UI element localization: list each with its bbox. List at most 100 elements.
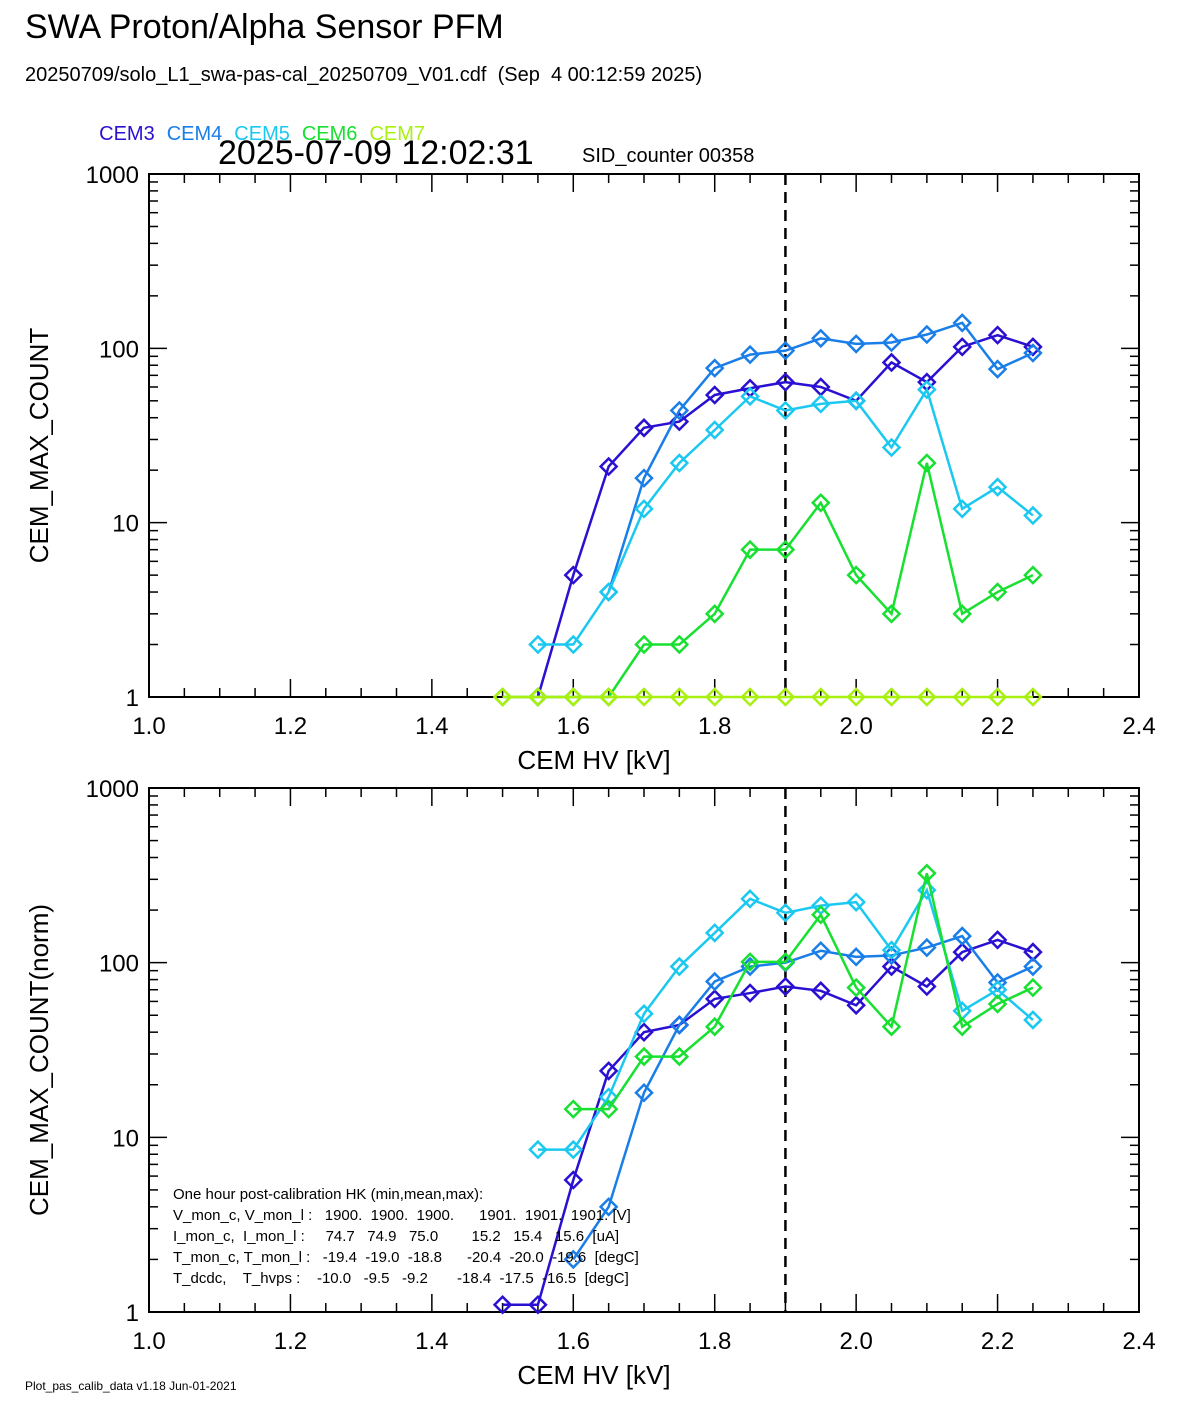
x-axis-title: CEM HV [kV]	[517, 745, 670, 775]
y-axis-title: CEM_MAX_COUNT	[24, 328, 54, 564]
data-point	[634, 687, 654, 707]
data-point	[740, 539, 760, 560]
data-point	[881, 332, 902, 353]
data-point	[634, 1046, 654, 1067]
data-point	[846, 947, 866, 967]
data-point	[987, 994, 1008, 1014]
data-point	[669, 1046, 690, 1067]
series-cem4	[563, 926, 1043, 1270]
x-axis-title: CEM HV [kV]	[517, 1360, 670, 1390]
data-point	[704, 358, 725, 378]
legend-cem6: CEM6	[301, 123, 358, 145]
legend-cem3: CEM3	[99, 123, 155, 145]
data-point	[1023, 687, 1043, 707]
y-tick-label: 100	[99, 951, 139, 978]
hk-line-3: I_mon_c, I_mon_l : 74.7 74.9 75.0 15.2 1…	[173, 1228, 619, 1245]
x-tick-label: 1.8	[698, 713, 731, 740]
data-point	[704, 604, 725, 624]
data-point	[1023, 977, 1043, 998]
series-cem4	[598, 313, 1043, 602]
data-point	[846, 565, 866, 585]
data-point	[563, 634, 584, 655]
data-point	[704, 420, 725, 440]
data-point	[775, 400, 796, 421]
file-subtitle: 20250709/solo_L1_swa-pas-cal_20250709_V0…	[25, 64, 703, 86]
data-point	[634, 634, 654, 655]
data-point	[598, 1099, 619, 1119]
series-line	[607, 321, 1034, 593]
data-point	[881, 352, 902, 373]
series-cem6	[563, 863, 1043, 1119]
y-tick-label: 1	[126, 1300, 139, 1327]
series-line	[537, 887, 1034, 1151]
data-point	[634, 1082, 654, 1103]
data-point	[669, 634, 690, 655]
data-point	[598, 456, 619, 477]
data-point	[563, 1139, 584, 1160]
data-point	[811, 905, 831, 925]
data-point	[598, 1061, 619, 1081]
data-point	[917, 324, 937, 345]
data-point	[669, 956, 690, 977]
data-point	[528, 634, 548, 655]
data-point	[740, 687, 760, 707]
data-point	[775, 372, 796, 392]
series-line	[536, 333, 1034, 698]
data-point	[846, 687, 866, 707]
data-point	[1023, 337, 1043, 357]
y-tick-label: 10	[112, 1125, 139, 1152]
data-point	[563, 565, 584, 585]
data-point	[634, 418, 654, 438]
series-cem5	[528, 379, 1043, 655]
legend-cem5: CEM5	[234, 123, 290, 145]
data-point	[881, 687, 902, 707]
data-point	[634, 1003, 654, 1024]
x-tick-label: 2.0	[839, 1328, 872, 1355]
x-tick-label: 1.0	[132, 713, 165, 740]
footer-version: Plot_pas_calib_data v1.18 Jun-01-2021	[25, 1379, 237, 1393]
timestamp: 2025-07-09 12:02:31	[218, 134, 534, 172]
data-point	[987, 687, 1008, 707]
data-point	[811, 493, 831, 513]
data-point	[846, 995, 866, 1016]
data-point	[846, 977, 866, 998]
hk-line-2: V_mon_c, V_mon_l : 1900. 1900. 1900. 190…	[173, 1207, 631, 1224]
data-point	[952, 313, 972, 333]
data-point	[669, 400, 690, 421]
chart-panel-2: 1.0 1.2 1.4 1.6 1.8 2.0 2.2 2.4 1 10 100 1000 CEM HV…	[24, 776, 1156, 1390]
data-point	[987, 359, 1008, 379]
data-point	[987, 582, 1008, 602]
legend: CEM3 CEM4 CEM5 CEM6 CEM7	[88, 100, 437, 146]
x-tick-label: 1.0	[132, 1328, 165, 1355]
data-point	[775, 952, 796, 972]
data-point	[775, 687, 796, 707]
data-point	[1023, 565, 1043, 585]
data-point	[740, 344, 760, 365]
data-point	[811, 940, 831, 961]
series-line	[502, 462, 1034, 699]
x-tick-label: 2.2	[981, 1328, 1014, 1355]
data-point	[775, 340, 796, 361]
data-point	[528, 1139, 548, 1160]
series-line	[573, 872, 1034, 1111]
data-point	[987, 477, 1008, 497]
data-point	[669, 453, 690, 473]
x-tick-label: 2.4	[1122, 1328, 1155, 1355]
x-tick-label: 1.6	[557, 1328, 590, 1355]
x-tick-label: 2.4	[1122, 713, 1155, 740]
data-point	[917, 687, 937, 707]
data-point	[563, 1170, 584, 1190]
data-point	[917, 937, 937, 958]
data-point	[669, 687, 690, 707]
x-tick-label: 2.0	[839, 713, 872, 740]
x-tick-label: 1.6	[557, 713, 590, 740]
data-point	[881, 956, 902, 977]
x-tick-label: 1.8	[698, 1328, 731, 1355]
data-point	[881, 940, 902, 960]
data-point	[846, 892, 866, 912]
data-point	[987, 930, 1008, 950]
y-tick-label: 100	[99, 336, 139, 363]
legend-cem7: CEM7	[369, 123, 426, 145]
data-point	[740, 889, 760, 909]
data-point	[563, 1099, 584, 1119]
